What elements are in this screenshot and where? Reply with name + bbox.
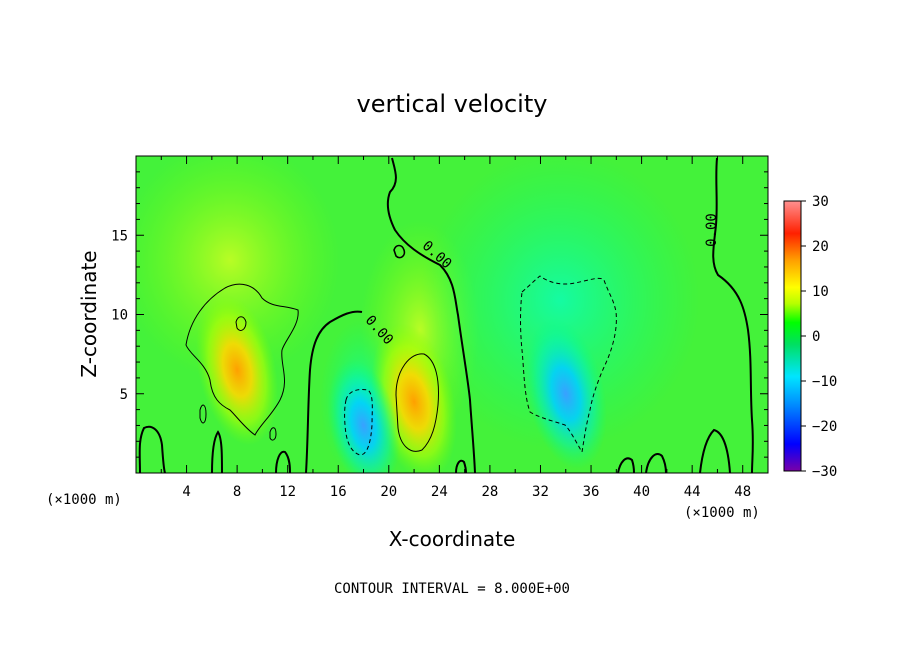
x-tick-label: 40 bbox=[633, 484, 650, 500]
x-tick-label: 12 bbox=[279, 484, 296, 500]
positive-contour bbox=[269, 427, 277, 441]
chart-title: vertical velocity bbox=[357, 90, 548, 118]
zero-contour bbox=[275, 450, 291, 473]
colorbar-scale bbox=[783, 200, 802, 472]
soft-positive-region bbox=[136, 156, 340, 380]
x-unit-label-right: (×1000 m) bbox=[684, 505, 760, 521]
colorbar-tick-label: 30 bbox=[812, 194, 829, 210]
x-axis-label: X-coordinate bbox=[389, 527, 516, 551]
zero-contour bbox=[617, 457, 635, 473]
colorbar: 30 20 10 0 −10 −20 −30 bbox=[783, 194, 837, 480]
x-tick-label: 44 bbox=[684, 484, 701, 500]
y-axis-label: Z-coordinate bbox=[77, 250, 101, 377]
positive-contour bbox=[185, 283, 299, 436]
x-axis-ticks: 4 8 12 16 20 24 28 32 36 40 44 48 bbox=[160, 156, 751, 500]
x-tick-label: 28 bbox=[481, 484, 498, 500]
colorbar-tick-label: −20 bbox=[812, 419, 837, 435]
zero-contour bbox=[305, 310, 363, 473]
y-axis-ticks: 5 10 15 bbox=[111, 171, 768, 458]
y-tick-label: 5 bbox=[120, 387, 128, 403]
colorbar-tick-label: 0 bbox=[812, 329, 820, 345]
colorbar-ticks: 30 20 10 0 −10 −20 −30 bbox=[801, 194, 837, 480]
contour-lines bbox=[138, 157, 754, 473]
x-tick-label: 24 bbox=[431, 484, 448, 500]
zero-contour bbox=[645, 453, 667, 473]
positive-contour bbox=[235, 316, 247, 331]
x-tick-label: 4 bbox=[182, 484, 190, 500]
colorbar-tick-label: −30 bbox=[812, 464, 837, 480]
negative-contour bbox=[520, 275, 617, 454]
negative-contour bbox=[344, 389, 373, 456]
zero-contour bbox=[386, 157, 476, 473]
x-tick-label: 20 bbox=[380, 484, 397, 500]
zero-contour bbox=[699, 428, 731, 473]
y-tick-label: 10 bbox=[111, 308, 128, 324]
colorbar-tick-label: 10 bbox=[812, 284, 829, 300]
zero-contour bbox=[138, 425, 166, 473]
contour-interval-note: CONTOUR INTERVAL = 8.000E+00 bbox=[334, 581, 570, 597]
zero-contour bbox=[712, 157, 754, 473]
x-unit-label-left: (×1000 m) bbox=[46, 492, 122, 508]
x-tick-label: 32 bbox=[532, 484, 549, 500]
y-tick-label: 15 bbox=[111, 228, 128, 244]
velocity-field bbox=[136, 156, 768, 473]
positive-contour bbox=[395, 353, 439, 452]
positive-contour bbox=[199, 404, 207, 424]
colorbar-tick-label: −10 bbox=[812, 374, 837, 390]
zero-contour bbox=[393, 244, 406, 259]
x-tick-label: 36 bbox=[583, 484, 600, 500]
soft-negative-region bbox=[420, 156, 700, 450]
downdraft-core bbox=[327, 359, 400, 473]
x-tick-label: 16 bbox=[330, 484, 347, 500]
colorbar-tick-label: 20 bbox=[812, 239, 829, 255]
x-tick-label: 48 bbox=[734, 484, 751, 500]
x-tick-label: 8 bbox=[233, 484, 241, 500]
downdraft-core bbox=[524, 318, 607, 470]
zero-contour bbox=[211, 430, 223, 473]
updraft-core bbox=[195, 294, 279, 446]
zero-contour bbox=[455, 459, 467, 473]
contour-label: 0.00 bbox=[704, 213, 720, 247]
